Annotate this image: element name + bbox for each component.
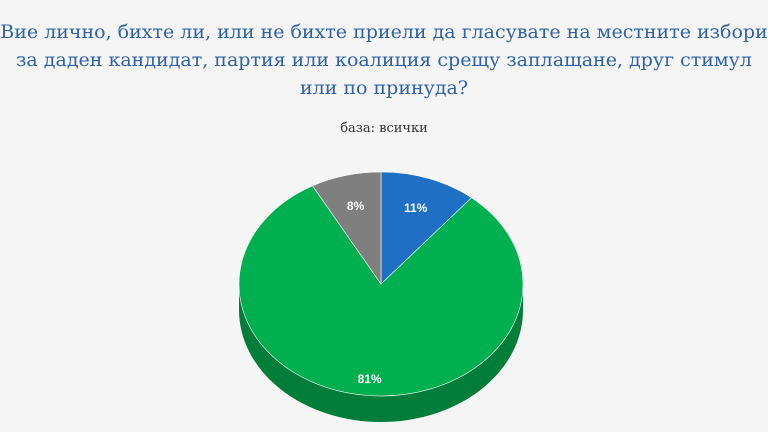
- slice-label-1: 81%: [358, 372, 382, 386]
- pie-side-1: [239, 284, 523, 422]
- chart-subtitle: база: всички: [340, 121, 428, 136]
- slice-label-2: 8%: [347, 199, 365, 213]
- pie-slice-1: [238, 185, 524, 397]
- pie-slice-0: [380, 171, 472, 285]
- slice-label-0: 11%: [404, 201, 428, 215]
- chart-title: Вие лично, бихте ли, или не бихте приели…: [0, 21, 768, 99]
- pie-slice-2: [312, 171, 382, 285]
